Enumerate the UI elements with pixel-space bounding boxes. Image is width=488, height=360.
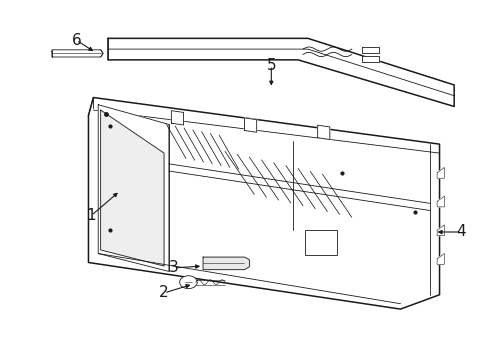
Polygon shape — [171, 111, 183, 125]
Circle shape — [179, 276, 197, 289]
Polygon shape — [52, 50, 103, 57]
Polygon shape — [108, 39, 453, 107]
Polygon shape — [203, 257, 249, 270]
Bar — [305, 230, 336, 255]
Polygon shape — [361, 56, 378, 62]
Text: 4: 4 — [456, 225, 466, 239]
Polygon shape — [436, 196, 444, 207]
Polygon shape — [436, 225, 444, 235]
Text: 2: 2 — [159, 285, 168, 301]
Text: 6: 6 — [71, 33, 81, 48]
Polygon shape — [436, 253, 444, 264]
Polygon shape — [317, 125, 329, 140]
Polygon shape — [361, 47, 378, 53]
Polygon shape — [436, 167, 444, 178]
Polygon shape — [98, 105, 168, 271]
Text: 3: 3 — [168, 260, 178, 275]
Polygon shape — [88, 98, 439, 309]
Polygon shape — [101, 110, 163, 266]
Text: 1: 1 — [86, 208, 96, 223]
Polygon shape — [244, 118, 256, 132]
Text: 5: 5 — [266, 58, 276, 73]
